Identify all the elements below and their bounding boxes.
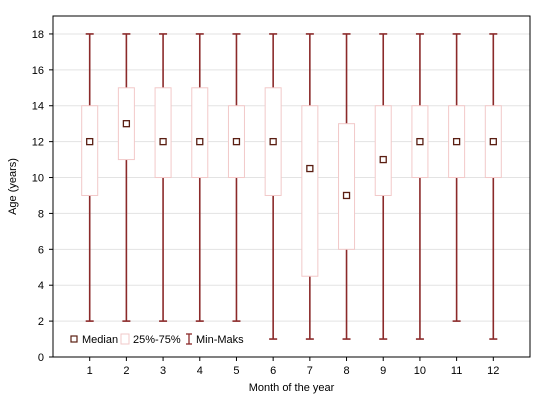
y-tick-label: 14 [32,101,44,113]
median-marker [306,164,314,173]
legend: Median 25%-75% Min-Maks [70,333,244,346]
median-marker [416,137,424,146]
x-axis-title: Month of the year [249,382,335,394]
y-tick-label: 10 [32,173,44,185]
median-marker [196,137,204,146]
median-marker [342,191,351,200]
x-tick-label: 7 [307,365,313,377]
legend-iqr-icon [120,333,130,345]
box-10 [411,33,429,340]
box-3 [154,33,172,322]
median-marker [452,137,461,146]
median-marker [232,137,241,146]
box-8 [338,33,356,340]
iqr-box [338,123,356,250]
x-tick-label: 11 [451,365,462,377]
iqr-box [374,105,392,196]
iqr-box [81,105,99,196]
median-marker [86,137,94,146]
iqr-box [191,87,209,179]
legend-median-label: Median [82,334,118,346]
y-tick-label: 18 [32,29,44,41]
box-7 [301,33,319,340]
box-4 [191,33,209,322]
iqr-box [301,105,319,277]
y-tick-label: 16 [32,65,44,77]
y-tick-label: 12 [32,137,44,149]
y-tick-label: 2 [38,316,44,328]
x-tick-label: 8 [343,365,349,377]
x-tick-label: 5 [233,365,239,377]
box-5 [227,33,245,322]
x-tick-label: 1 [87,365,93,377]
y-axis-title: Age (years) [7,158,19,215]
x-tick-label: 9 [380,365,386,377]
median-marker [379,155,387,164]
y-tick-label: 6 [38,244,44,256]
box-12 [484,33,502,340]
median-marker [489,137,497,146]
y-tick-label: 8 [38,208,44,220]
legend-range-label: Min-Maks [196,334,244,346]
y-tick-label: 0 [38,352,44,364]
plot-layer [81,33,502,340]
x-tick-label: 6 [270,365,276,377]
legend-iqr-label: 25%-75% [133,334,181,346]
median-marker [159,137,167,146]
box-11 [448,33,466,322]
plot-frame [52,15,531,358]
x-tick-label: 3 [160,365,166,377]
x-tick-label: 2 [123,365,129,377]
legend-median-icon [70,335,78,343]
iqr-box [154,87,172,179]
legend-layer: Median 25%-75% Min-Maks [70,333,244,346]
x-tick-label: 10 [414,365,426,377]
box-1 [81,33,99,322]
box-6 [264,33,282,340]
box-2 [117,33,135,322]
box-9 [374,33,392,340]
x-tick-label: 12 [487,365,499,377]
x-tick-label: 4 [197,365,203,377]
median-marker [122,120,131,128]
median-marker [269,137,277,146]
y-tick-label: 4 [38,280,44,292]
